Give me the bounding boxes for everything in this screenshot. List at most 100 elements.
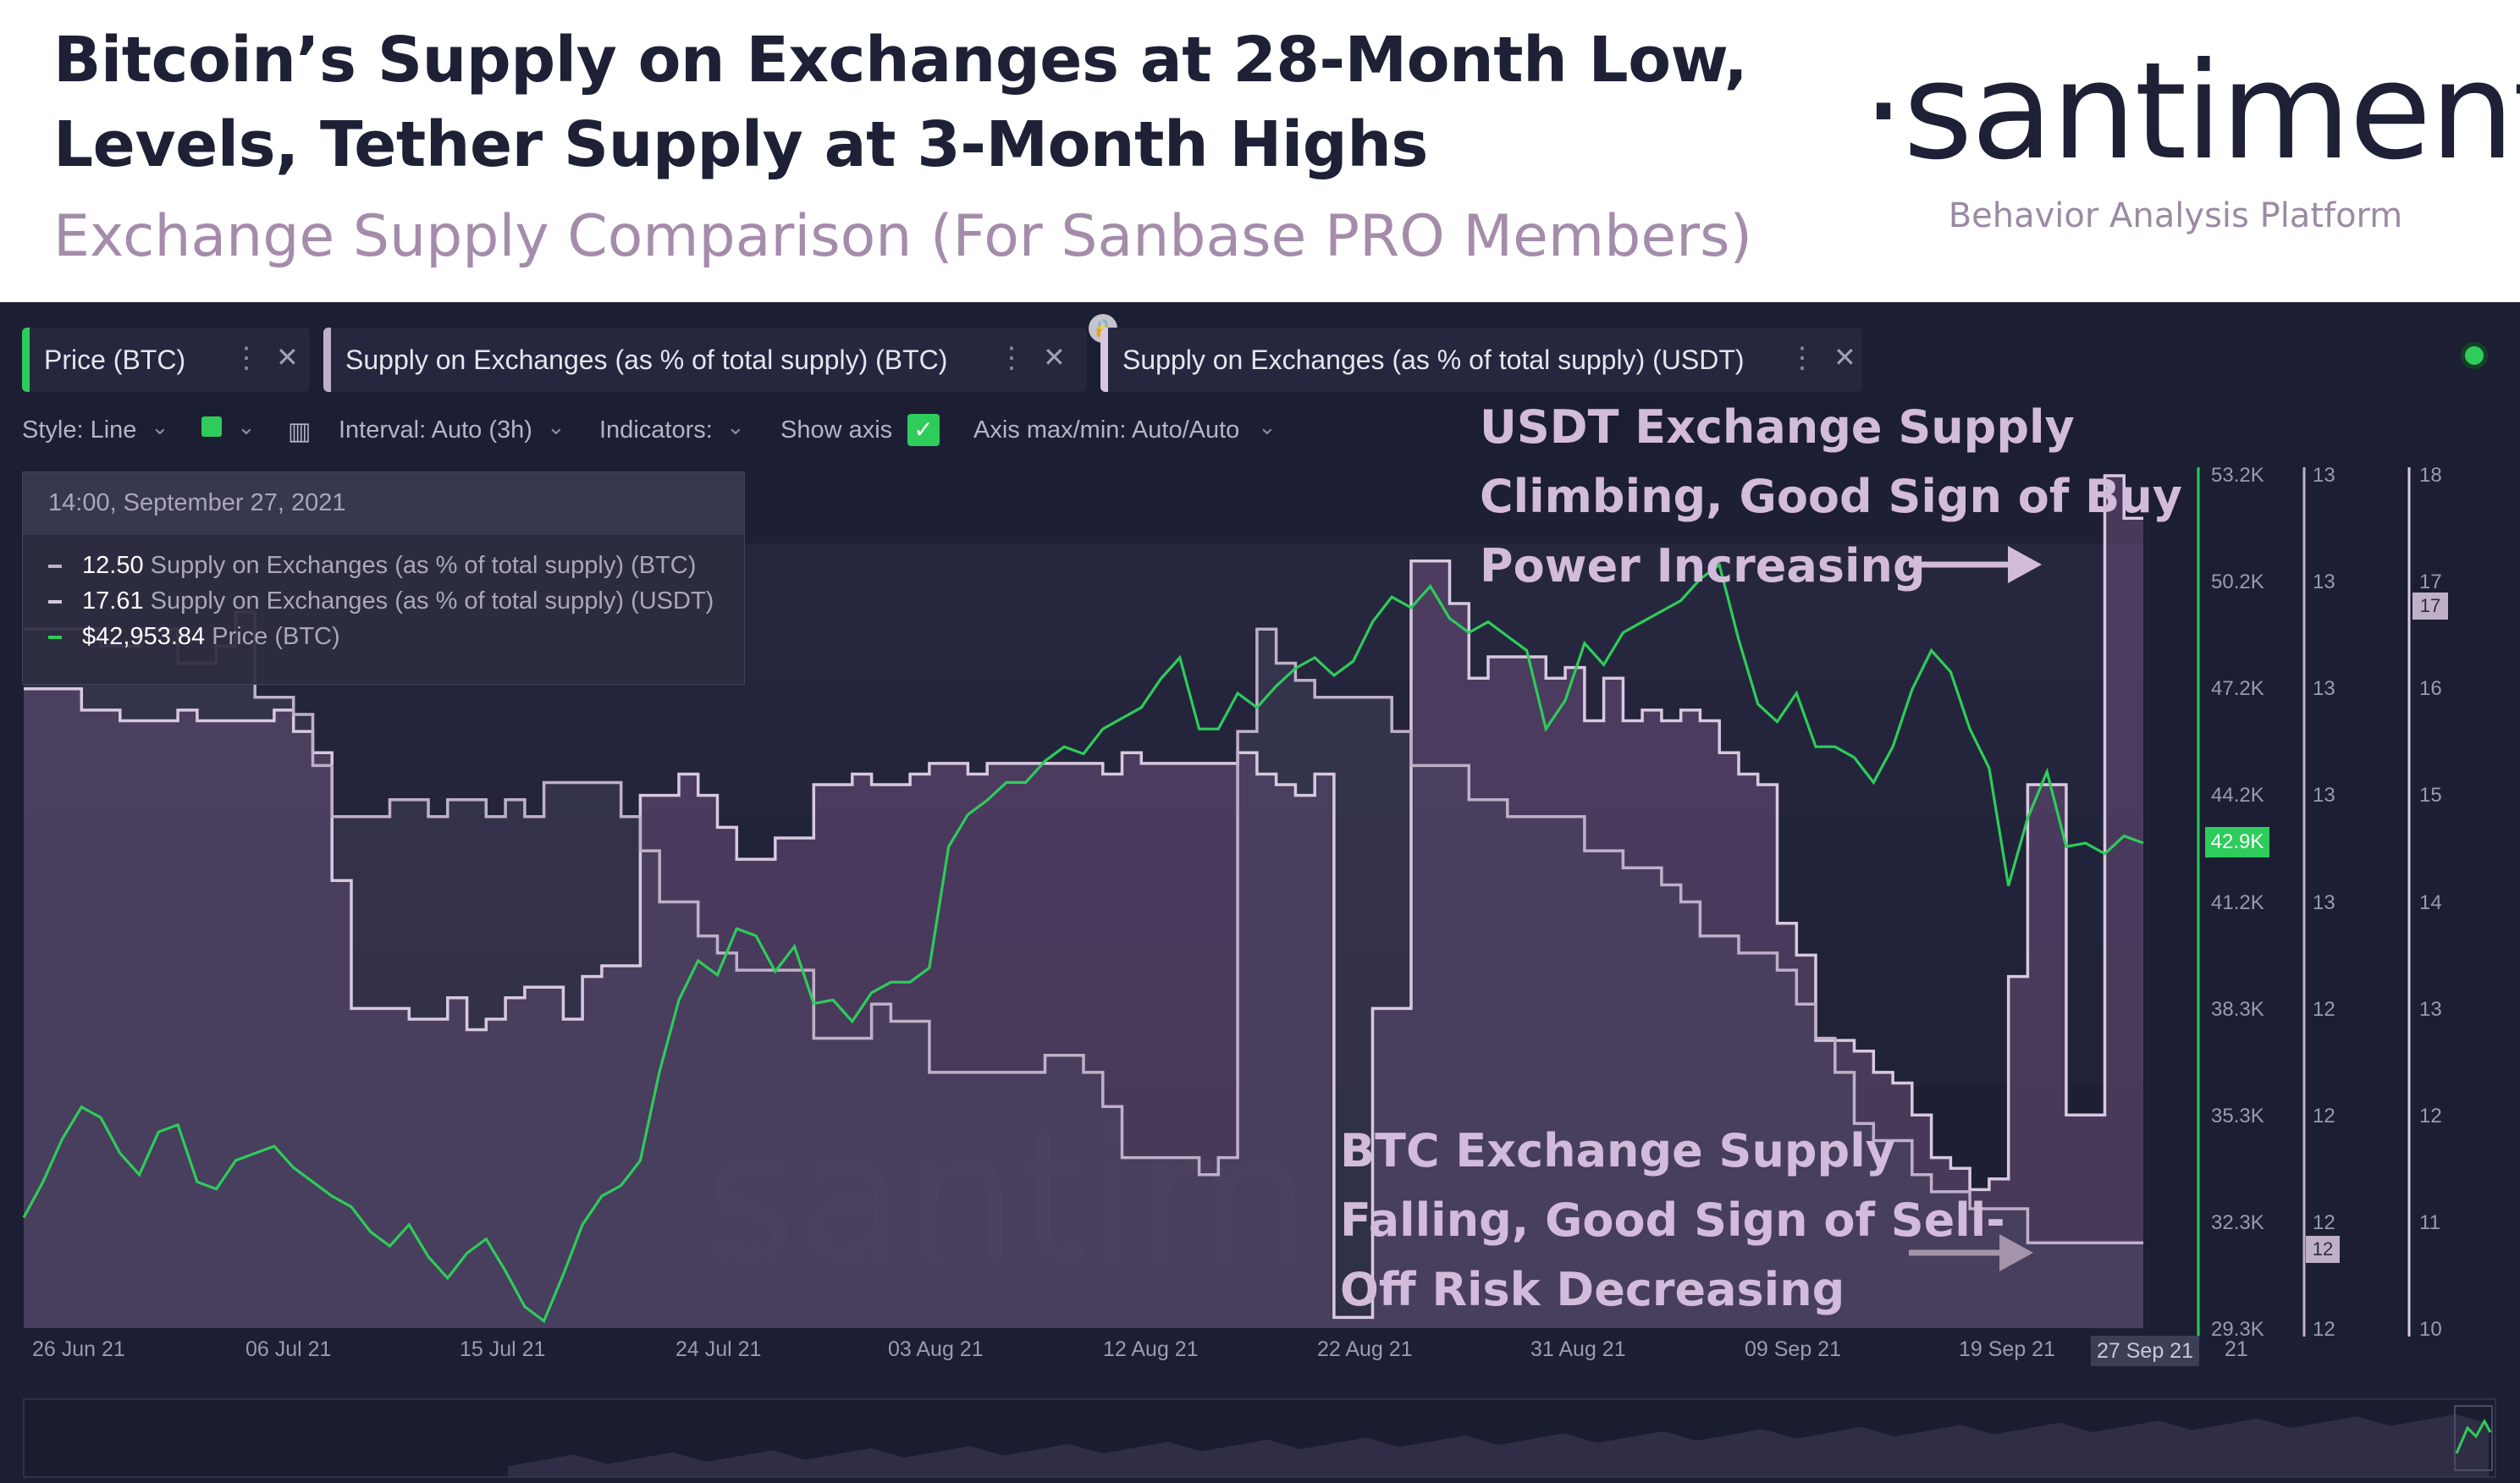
x-tick-label: 22 Aug 21 bbox=[1317, 1337, 1413, 1361]
tooltip-row-price: $42,953.84 Price (BTC) bbox=[48, 623, 340, 651]
line-color-swatch[interactable] bbox=[201, 416, 222, 437]
usdt-supply-line bbox=[24, 474, 2143, 1320]
navigator-price-line bbox=[2455, 1418, 2492, 1454]
usdt-supply-tick-label: 12 bbox=[2419, 1105, 2442, 1127]
indicators-select[interactable]: Indicators: bbox=[599, 416, 713, 444]
usdt-supply-tick-label: 14 bbox=[2419, 891, 2442, 914]
usdt-axis-current-tag: 17 bbox=[2412, 593, 2448, 620]
navigator-history-area bbox=[508, 1414, 2489, 1477]
tooltip-timestamp: 14:00, September 27, 2021 bbox=[48, 489, 346, 516]
btc-supply-tick-label: 13 bbox=[2313, 891, 2335, 914]
tooltip-header: 14:00, September 27, 2021 bbox=[23, 472, 744, 535]
usdt-supply-tick-label: 15 bbox=[2419, 784, 2442, 807]
x-tick-label: 09 Sep 21 bbox=[1745, 1337, 1841, 1361]
btc-supply-tick-label: 13 bbox=[2313, 677, 2335, 700]
price-tick-label: 32.3K bbox=[2211, 1211, 2264, 1234]
x-tick-label: 06 Jul 21 bbox=[245, 1337, 331, 1361]
usdt-supply-area bbox=[24, 476, 2143, 1328]
y-axes: 53.2K 50.2K 47.2K 44.2K 41.2K 38.3K 35.3K 32.3K… bbox=[2197, 464, 2442, 1341]
tab-label: Supply on Exchanges (as % of total suppl… bbox=[345, 345, 948, 375]
x-tick-label: 24 Jul 21 bbox=[675, 1337, 761, 1361]
close-icon[interactable]: ✕ bbox=[1043, 342, 1066, 372]
annotation-usdt-line3: Power Increasing bbox=[1480, 539, 1926, 593]
btc-supply-area bbox=[24, 612, 2143, 1328]
close-icon[interactable]: ✕ bbox=[276, 342, 299, 372]
series-areas bbox=[24, 476, 2143, 1328]
chevron-down-icon[interactable]: ⌄ bbox=[547, 414, 565, 439]
menu-icon[interactable]: ⋮ bbox=[997, 342, 1026, 374]
price-tick-label: 47.2K bbox=[2211, 677, 2264, 700]
tooltip-value: 17.61 bbox=[82, 587, 144, 615]
x-tick-label: 15 Jul 21 bbox=[460, 1337, 545, 1361]
tooltip-series-name: Price (BTC) bbox=[212, 623, 340, 650]
navigator-window-handle bbox=[2454, 1405, 2493, 1471]
tooltip-row-usdt-supply: 17.61 Supply on Exchanges (as % of total… bbox=[48, 587, 714, 615]
show-axis-label: Show axis bbox=[780, 416, 893, 444]
x-tick-label: 21 bbox=[2225, 1337, 2248, 1361]
santiment-logo: ·santiment· bbox=[1862, 34, 2520, 190]
usdt-supply-tick-label: 11 bbox=[2419, 1211, 2440, 1234]
btc-supply-tick-label: 12 bbox=[2313, 1105, 2335, 1127]
tab-price-btc[interactable]: Price (BTC) ⋮ ✕ bbox=[22, 328, 310, 392]
tab-btc-exchange-supply[interactable]: Supply on Exchanges (as % of total suppl… bbox=[323, 328, 1087, 392]
x-axis-current-date-tag: 27 Sep 21 bbox=[2091, 1336, 2199, 1366]
price-tick-label: 53.2K bbox=[2211, 464, 2264, 487]
price-tick-label: 29.3K bbox=[2211, 1318, 2264, 1341]
price-btc-line bbox=[22, 562, 2144, 1324]
tab-color-bar bbox=[323, 328, 331, 392]
tab-color-bar bbox=[1100, 328, 1108, 392]
x-axis: 26 Jun 21 06 Jul 21 15 Jul 21 24 Jul 21 03 A… bbox=[32, 1337, 2248, 1361]
page-title-line1: Bitcoin’s Supply on Exchanges at 28-Mont… bbox=[53, 24, 1748, 96]
legend-dash bbox=[48, 600, 62, 604]
menu-icon[interactable]: ⋮ bbox=[232, 342, 261, 374]
annotation-usdt-line2: Climbing, Good Sign of Buy bbox=[1480, 470, 2182, 523]
chevron-down-icon[interactable]: ⌄ bbox=[1258, 414, 1277, 439]
annotation-btc-line2: Falling, Good Sign of Sell- bbox=[1340, 1194, 2005, 1247]
tooltip-row-btc-supply: 12.50 Supply on Exchanges (as % of total… bbox=[48, 552, 696, 580]
btc-supply-tick-label: 12 bbox=[2313, 1211, 2335, 1234]
x-tick-label: 03 Aug 21 bbox=[888, 1337, 984, 1361]
btc-supply-tick-label: 12 bbox=[2313, 1318, 2335, 1341]
annotation-usdt-line1: USDT Exchange Supply bbox=[1480, 400, 2075, 454]
x-tick-label: 26 Jun 21 bbox=[32, 1337, 125, 1361]
tooltip-series-name: Supply on Exchanges (as % of total suppl… bbox=[150, 552, 697, 579]
legend-dash bbox=[48, 636, 62, 640]
menu-icon[interactable]: ⋮ bbox=[1788, 342, 1817, 374]
usdt-supply-tick-label: 10 bbox=[2419, 1318, 2442, 1341]
close-icon[interactable]: ✕ bbox=[1833, 342, 1856, 372]
logo-tagline: Behavior Analysis Platform bbox=[1948, 196, 2403, 235]
price-tick-label: 44.2K bbox=[2211, 784, 2264, 807]
page-subtitle: Exchange Supply Comparison (For Sanbase … bbox=[53, 203, 1753, 270]
price-tick-label: 50.2K bbox=[2211, 571, 2264, 593]
navigator-minimap bbox=[23, 1398, 2496, 1478]
usdt-supply-tick-label: 18 bbox=[2419, 464, 2442, 487]
btc-supply-tick-label: 13 bbox=[2313, 571, 2335, 593]
btc-axis-current-tag: 12 bbox=[2306, 1236, 2340, 1263]
tab-usdt-exchange-supply[interactable]: Supply on Exchanges (as % of total suppl… bbox=[1100, 328, 1862, 392]
axis-maxmin-select[interactable]: Axis max/min: Auto/Auto bbox=[973, 416, 1240, 444]
btc-supply-line bbox=[24, 610, 2143, 1245]
page-title-line2: Levels, Tether Supply at 3-Month Highs bbox=[53, 108, 1428, 181]
chevron-down-icon[interactable]: ⌄ bbox=[726, 414, 745, 439]
arrow-right-icon bbox=[1909, 1234, 2033, 1271]
price-tick-label: 38.3K bbox=[2211, 998, 2264, 1021]
tab-label: Supply on Exchanges (as % of total suppl… bbox=[1122, 345, 1745, 375]
tooltip-value: $42,953.84 bbox=[82, 623, 206, 650]
style-select[interactable]: Style: Line bbox=[22, 416, 137, 444]
tab-color-bar bbox=[22, 328, 30, 392]
x-tick-label: 12 Aug 21 bbox=[1103, 1337, 1199, 1361]
hover-tooltip: 14:00, September 27, 2021 12.50 Supply o… bbox=[22, 471, 745, 685]
price-tick-label: 41.2K bbox=[2211, 891, 2264, 914]
chevron-down-icon[interactable]: ⌄ bbox=[237, 414, 256, 439]
x-tick-label: 31 Aug 21 bbox=[1530, 1337, 1626, 1361]
series-lines bbox=[22, 474, 2144, 1324]
chevron-down-icon[interactable]: ⌄ bbox=[151, 414, 169, 439]
interval-select[interactable]: Interval: Auto (3h) bbox=[339, 416, 532, 444]
x-tick-label: 19 Sep 21 bbox=[1959, 1337, 2055, 1361]
live-status-dot bbox=[2465, 346, 2484, 365]
show-axis-checkbox[interactable]: ✓ bbox=[907, 414, 940, 446]
usdt-supply-tick-label: 13 bbox=[2419, 998, 2442, 1021]
